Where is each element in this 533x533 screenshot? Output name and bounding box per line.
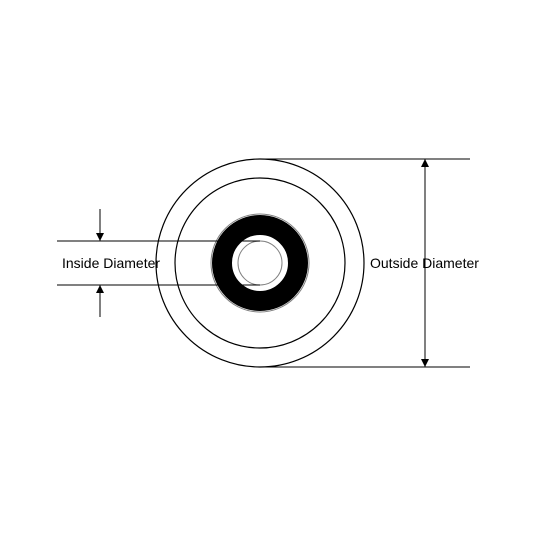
bearing-circles — [156, 159, 364, 367]
outside-diameter-label: Outside Diameter — [370, 255, 479, 271]
diagram-svg: Inside Diameter Outside Diameter — [0, 0, 533, 533]
bearing-diagram: Inside Diameter Outside Diameter — [0, 0, 533, 533]
inside-diameter-label: Inside Diameter — [62, 255, 160, 271]
